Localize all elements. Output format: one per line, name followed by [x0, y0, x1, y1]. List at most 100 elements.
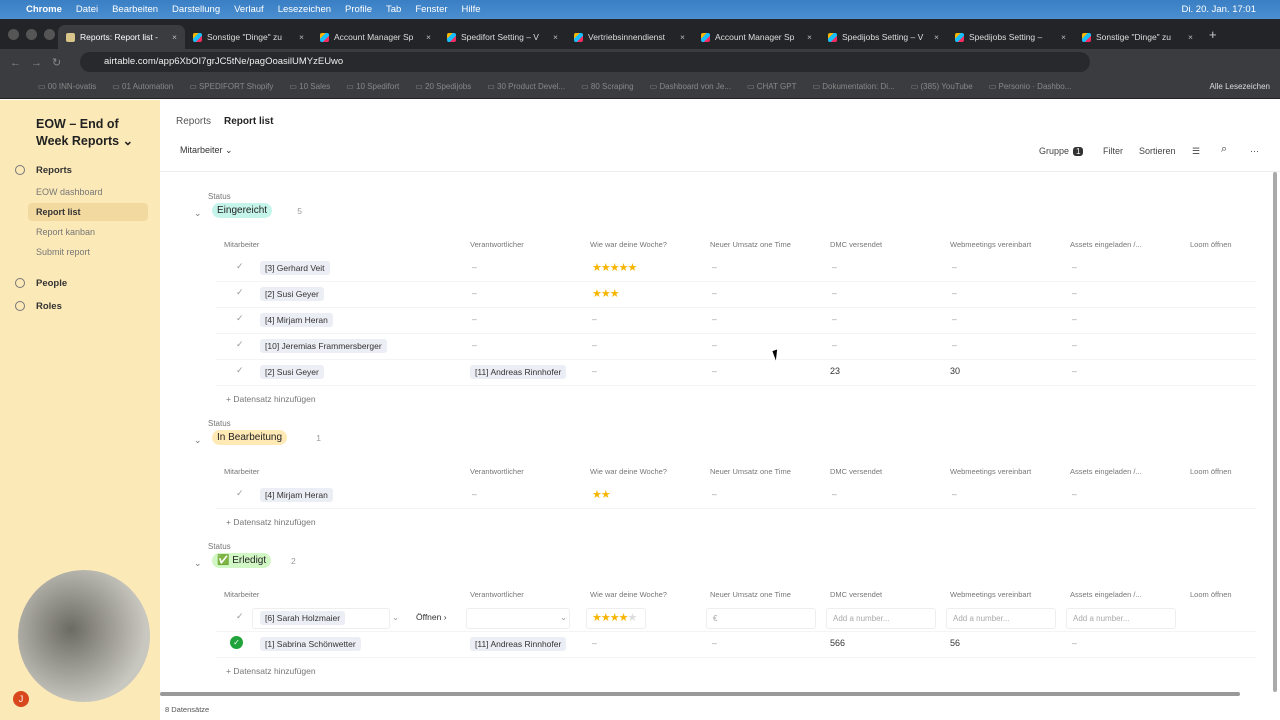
- menu-item[interactable]: Profile: [345, 4, 372, 15]
- verantwortlicher-pill[interactable]: [11] Andreas Rinnhofer: [470, 365, 567, 379]
- menu-item[interactable]: Bearbeiten: [112, 4, 159, 15]
- sidebar-item-eow-dashboard[interactable]: EOW dashboard: [36, 187, 103, 197]
- row-height-icon[interactable]: ☰: [1192, 146, 1201, 156]
- bookmark[interactable]: ▭ Personio · Dashbo...: [988, 82, 1072, 91]
- browser-tab[interactable]: Spedifort Setting – V ×: [439, 25, 566, 49]
- add-record-button[interactable]: + Datensatz hinzufügen: [226, 666, 316, 676]
- mitarbeiter-pill[interactable]: [3] Gerhard Veit: [260, 261, 330, 275]
- close-icon[interactable]: ×: [426, 32, 431, 42]
- sidebar-roles[interactable]: Roles: [36, 301, 62, 312]
- new-tab-button[interactable]: +: [1209, 26, 1217, 42]
- close-icon[interactable]: ×: [172, 32, 177, 42]
- check-icon[interactable]: ✓: [236, 339, 244, 349]
- bookmark[interactable]: ▭ 20 Spedijobs: [415, 82, 472, 91]
- bookmark[interactable]: ▭ 80 Scraping: [581, 82, 634, 91]
- column-header[interactable]: Verantwortlicher: [470, 467, 524, 476]
- browser-tab[interactable]: Spedijobs Setting – V ×: [820, 25, 947, 49]
- mitarbeiter-pill[interactable]: [2] Susi Geyer: [260, 287, 324, 301]
- mitarbeiter-filter-dropdown[interactable]: Mitarbeiter ⌄: [180, 145, 233, 155]
- verantwortlicher-pill[interactable]: [11] Andreas Rinnhofer: [470, 637, 567, 651]
- check-circle-icon[interactable]: ✓: [230, 636, 243, 649]
- star-rating[interactable]: ★★: [592, 488, 611, 501]
- chevron-down-icon[interactable]: ⌄: [194, 208, 202, 218]
- horizontal-scrollbar[interactable]: [160, 692, 1240, 696]
- url-input[interactable]: airtable.com/app6XbOI7grJC5tNe/pagOoasil…: [80, 52, 1090, 72]
- column-header[interactable]: Loom öffnen: [1190, 467, 1232, 476]
- bookmark[interactable]: ▭ 30 Product Devel...: [487, 82, 566, 91]
- star-rating[interactable]: ★★★: [592, 287, 620, 300]
- sidebar-people[interactable]: People: [36, 278, 68, 289]
- table-row[interactable]: ✓ [2] Susi Geyer [11] Andreas Rinnhofer – 23…: [216, 360, 1256, 386]
- check-icon[interactable]: ✓: [236, 365, 244, 375]
- close-icon[interactable]: ×: [1061, 32, 1066, 42]
- mitarbeiter-pill[interactable]: [4] Mirjam Heran: [260, 313, 333, 327]
- column-header[interactable]: Wie war deine Woche?: [590, 467, 667, 476]
- column-header[interactable]: Wie war deine Woche?: [590, 240, 667, 249]
- column-header[interactable]: Neuer Umsatz one Time: [710, 467, 791, 476]
- bookmark[interactable]: ▭ 10 Sales: [289, 82, 331, 91]
- user-avatar[interactable]: J: [13, 691, 29, 707]
- column-header[interactable]: Neuer Umsatz one Time: [710, 590, 791, 599]
- sidebar-item-report-kanban[interactable]: Report kanban: [36, 227, 96, 237]
- table-row[interactable]: ✓[3] Gerhard Veit–––––★★★★★Loom öffnen: [216, 256, 1256, 282]
- column-header[interactable]: Verantwortlicher: [470, 240, 524, 249]
- table-row[interactable]: ✓ [1] Sabrina Schönwetter [11] Andreas Rin…: [216, 632, 1256, 658]
- column-header[interactable]: Mitarbeiter: [224, 590, 260, 599]
- column-header[interactable]: Assets eingeladen /...: [1070, 590, 1142, 599]
- nav-buttons[interactable]: ←→↻: [10, 56, 72, 69]
- menu-item[interactable]: Tab: [385, 4, 402, 15]
- sidebar-reports[interactable]: Reports: [36, 165, 72, 176]
- browser-tab[interactable]: Account Manager Sp ×: [312, 25, 439, 49]
- number-input[interactable]: Add a number...: [946, 608, 1056, 629]
- column-header[interactable]: Webmeetings vereinbart: [950, 590, 1032, 599]
- table-row[interactable]: ✓[2] Susi Geyer–––––★★★Loom öffnen: [216, 282, 1256, 308]
- column-header[interactable]: Wie war deine Woche?: [590, 590, 667, 599]
- table-row[interactable]: ✓[10] Jeremias Frammersberger––––––Loom …: [216, 334, 1256, 360]
- menu-item[interactable]: Hilfe: [461, 4, 481, 15]
- menu-item[interactable]: Lesezeichen: [277, 4, 332, 15]
- browser-tab[interactable]: Reports: Report list - ×: [58, 25, 185, 49]
- group-button[interactable]: Gruppe 1: [1039, 146, 1084, 156]
- check-icon[interactable]: ✓: [236, 313, 244, 323]
- browser-tab[interactable]: Spedijobs Setting – ×: [947, 25, 1074, 49]
- table-row[interactable]: ✓[4] Mirjam Heran––––––Loom öffnen: [216, 308, 1256, 334]
- filter-button[interactable]: Filter: [1103, 146, 1123, 156]
- check-icon[interactable]: ✓: [236, 287, 244, 297]
- star-rating[interactable]: ★★★★★: [592, 261, 637, 274]
- mitarbeiter-pill[interactable]: [2] Susi Geyer: [260, 365, 324, 379]
- bookmark[interactable]: ▭ SPEDIFORT Shopify: [189, 82, 274, 91]
- browser-tab[interactable]: Sonstige "Dinge" zu ×: [1074, 25, 1201, 49]
- open-link[interactable]: Öffnen ›: [416, 612, 447, 622]
- more-icon[interactable]: ···: [1250, 146, 1259, 156]
- menu-item[interactable]: Verlauf: [234, 4, 264, 15]
- check-icon[interactable]: ✓: [236, 488, 244, 498]
- check-icon[interactable]: ✓: [236, 611, 244, 621]
- browser-tab[interactable]: Account Manager Sp ×: [693, 25, 820, 49]
- column-header[interactable]: DMC versendet: [830, 590, 883, 599]
- close-icon[interactable]: ×: [1188, 32, 1193, 42]
- column-header[interactable]: Mitarbeiter: [224, 240, 260, 249]
- close-icon[interactable]: ×: [553, 32, 558, 42]
- close-icon[interactable]: ×: [934, 32, 939, 42]
- column-header[interactable]: Mitarbeiter: [224, 467, 260, 476]
- column-header[interactable]: DMC versendet: [830, 467, 883, 476]
- column-header[interactable]: Loom öffnen: [1190, 240, 1232, 249]
- column-header[interactable]: DMC versendet: [830, 240, 883, 249]
- check-icon[interactable]: ✓: [236, 261, 244, 271]
- browser-tab[interactable]: Vertriebsinnendienst ×: [566, 25, 693, 49]
- browser-tab[interactable]: Sonstige "Dinge" zu ×: [185, 25, 312, 49]
- umsatz-input[interactable]: €: [706, 608, 816, 629]
- bookmark[interactable]: ▭ 00 INN-ovatis: [38, 82, 97, 91]
- star-rating[interactable]: ★★★★★: [592, 611, 637, 624]
- bookmark[interactable]: ▭ 01 Automation: [112, 82, 174, 91]
- base-title[interactable]: EOW – End of Week Reports ⌄: [36, 117, 134, 148]
- menu-item[interactable]: Darstellung: [172, 4, 221, 15]
- column-header[interactable]: Verantwortlicher: [470, 590, 524, 599]
- bookmark[interactable]: ▭ 10 Spedifort: [346, 82, 400, 91]
- sidebar-item-submit-report[interactable]: Submit report: [36, 247, 91, 257]
- window-controls[interactable]: [8, 29, 55, 40]
- table-row[interactable]: ✓[4] Mirjam Heran–––––★★Loom öffnen: [216, 483, 1256, 509]
- bookmark-all[interactable]: Alle Lesezeichen: [1209, 82, 1270, 91]
- menu-item[interactable]: Fenster: [415, 4, 448, 15]
- menu-app[interactable]: Chrome: [26, 4, 62, 15]
